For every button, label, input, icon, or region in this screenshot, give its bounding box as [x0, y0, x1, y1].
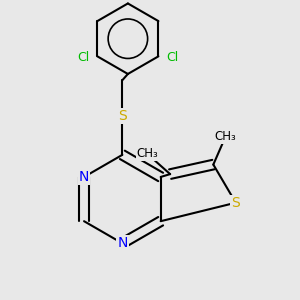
Text: N: N — [79, 170, 89, 184]
Text: CH₃: CH₃ — [136, 147, 158, 161]
Text: CH₃: CH₃ — [214, 130, 236, 143]
Text: Cl: Cl — [166, 51, 178, 64]
Text: S: S — [118, 109, 127, 123]
Text: Cl: Cl — [77, 51, 90, 64]
Text: N: N — [117, 236, 128, 250]
Text: S: S — [231, 196, 240, 210]
